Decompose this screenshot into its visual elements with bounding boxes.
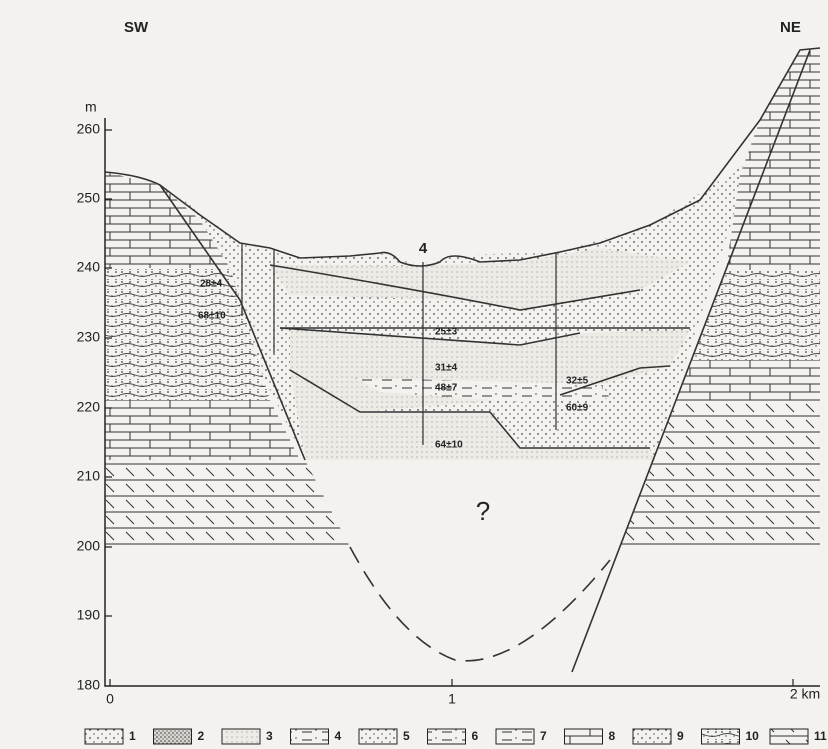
elev: 210 (77, 468, 101, 484)
dist: 0 (106, 691, 114, 707)
legend-swatch (222, 729, 260, 744)
legend-label: 8 (609, 729, 616, 743)
cross-section: SW NE m 260 250 240 230 220 210 200 190 … (0, 0, 828, 749)
elev: 190 (77, 607, 101, 623)
age: 25±3 (435, 327, 458, 338)
elev: 240 (77, 259, 101, 275)
legend-swatch (85, 729, 123, 744)
age: 31±4 (435, 363, 458, 374)
legend-label: 10 (746, 729, 760, 743)
legend-swatch (359, 729, 397, 744)
age: 60±9 (566, 403, 589, 414)
legend-label: 9 (677, 729, 684, 743)
legend-label: 3 (266, 729, 273, 743)
borehole: 4 (419, 240, 428, 257)
unknown: ? (476, 496, 490, 526)
legend-swatch (565, 729, 603, 744)
legend-swatch (496, 729, 534, 744)
legend-label: 1 (129, 729, 136, 743)
legend: 1 2 3 4 5 6 7 8 9 10 11 (85, 729, 827, 744)
age: 28±4 (200, 279, 223, 290)
strata (105, 48, 820, 547)
legend-label: 7 (540, 729, 547, 743)
dist: 2 km (790, 686, 820, 702)
dist: 1 (448, 691, 456, 707)
unit: m (85, 99, 97, 115)
age: 68±10 (198, 311, 226, 322)
legend-label: 5 (403, 729, 410, 743)
ne-label: NE (780, 19, 801, 36)
legend-label: 4 (335, 729, 342, 743)
legend-swatch (633, 729, 671, 744)
elev: 230 (77, 329, 101, 345)
age: 48±7 (435, 383, 458, 394)
sw-label: SW (124, 19, 149, 36)
age: 32±5 (566, 376, 589, 387)
legend-label: 11 (814, 729, 827, 743)
elev: 180 (77, 677, 101, 693)
legend-swatch (154, 729, 192, 744)
legend-swatch (770, 729, 808, 744)
legend-swatch (291, 729, 329, 744)
age: 64±10 (435, 440, 463, 451)
elev: 220 (77, 399, 101, 415)
legend-swatch (428, 729, 466, 744)
elev: 200 (77, 538, 101, 554)
elev: 250 (77, 190, 101, 206)
legend-label: 6 (472, 729, 479, 743)
elev: 260 (77, 121, 101, 137)
legend-label: 2 (198, 729, 205, 743)
legend-swatch (702, 729, 740, 744)
